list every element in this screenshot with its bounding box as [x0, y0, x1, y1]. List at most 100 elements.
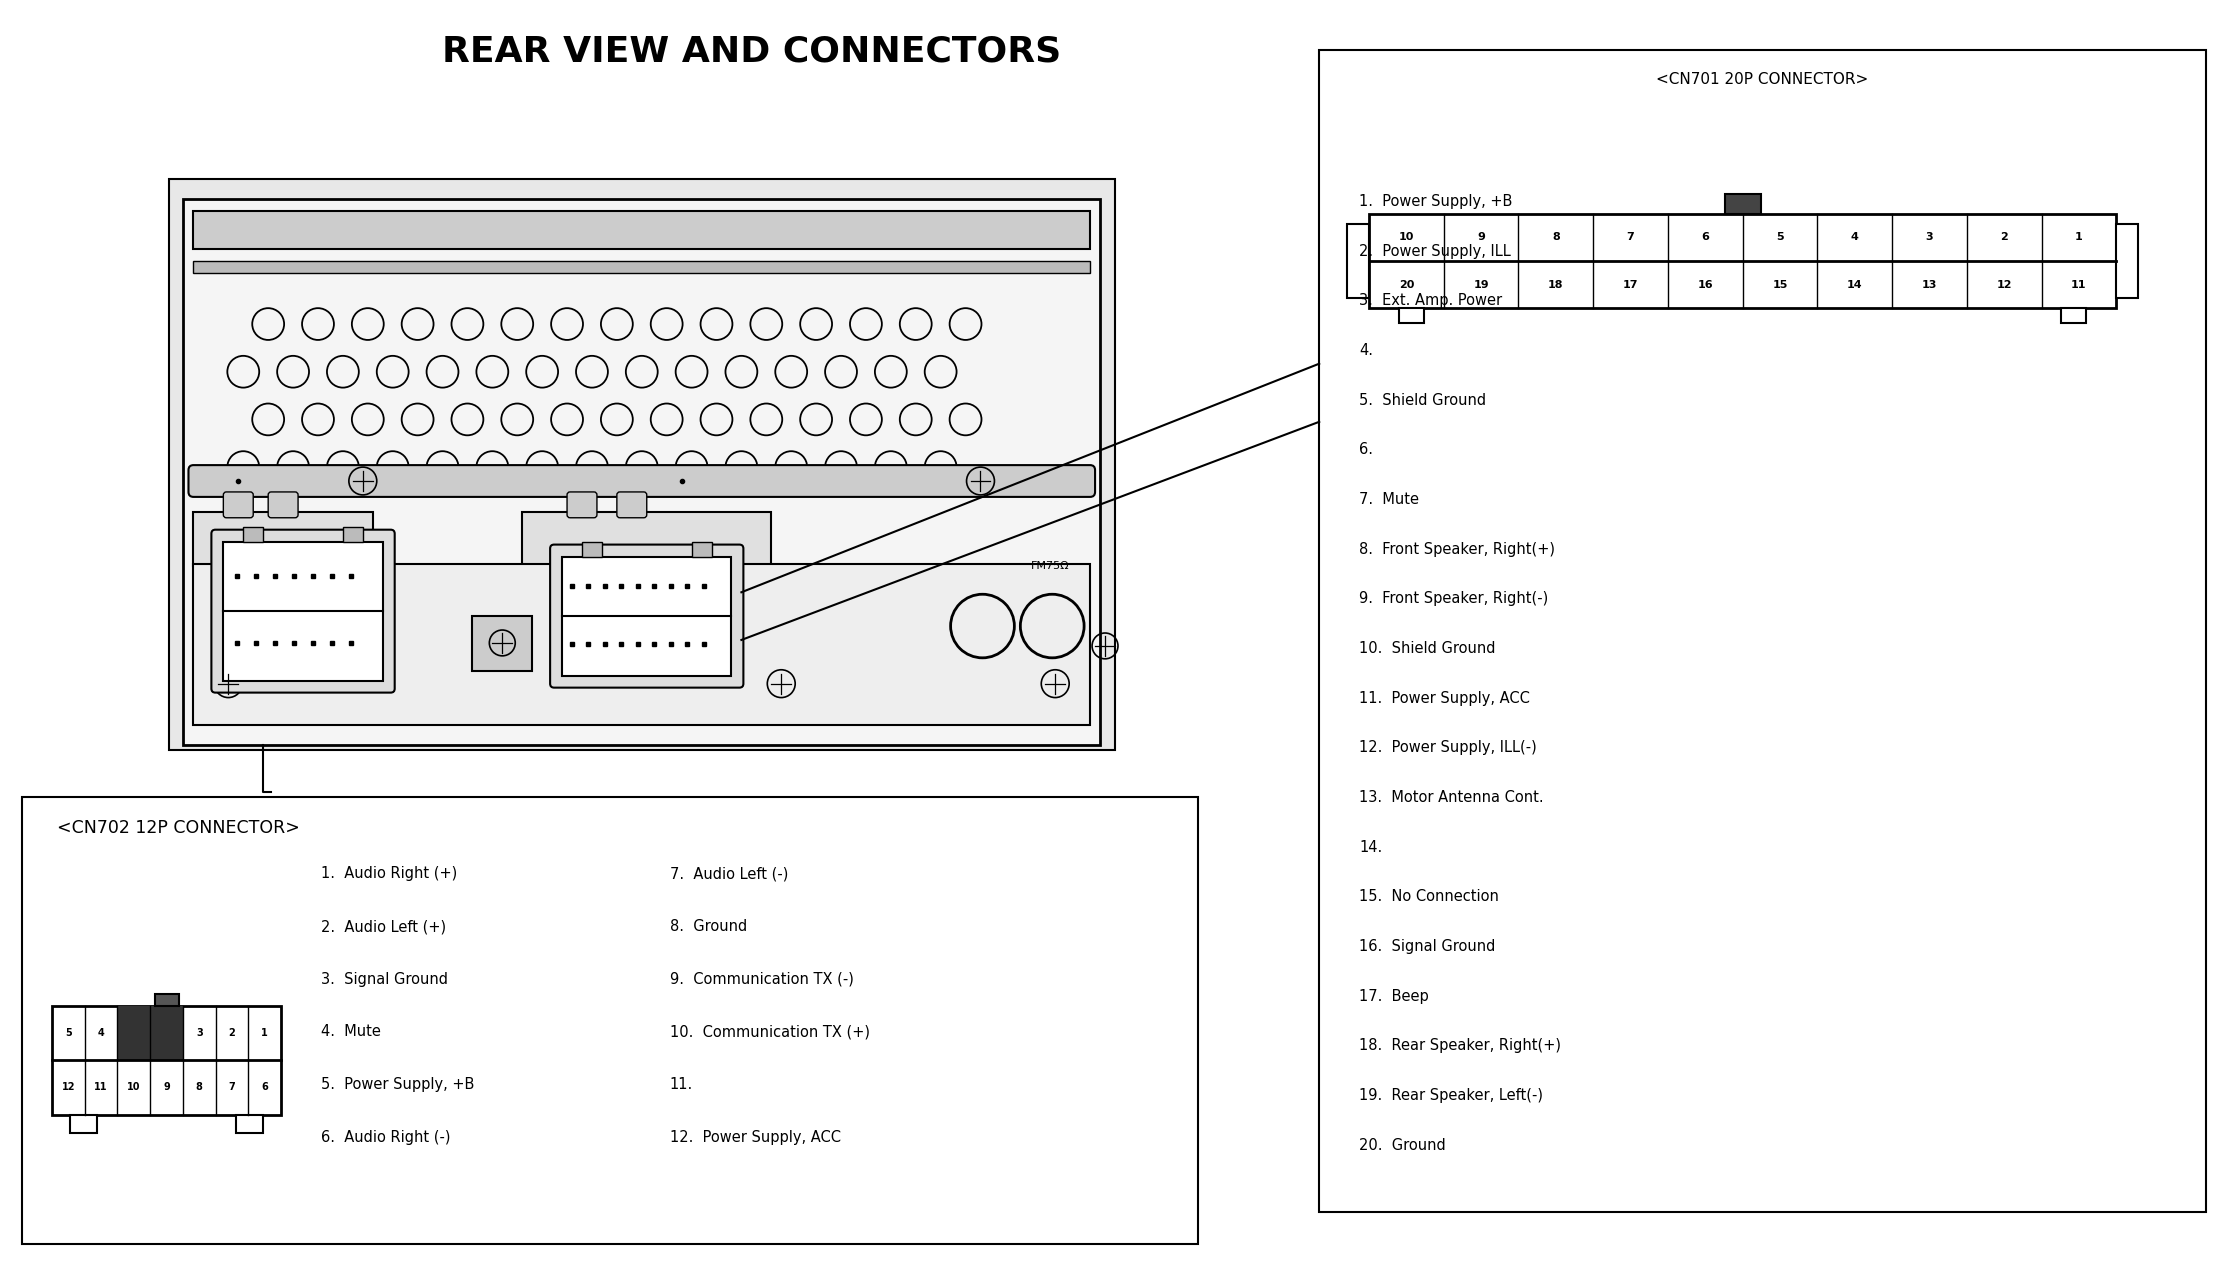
Text: 1: 1: [260, 1028, 267, 1038]
Bar: [51, 1005, 280, 1115]
Text: 1.  Audio Right (+): 1. Audio Right (+): [321, 866, 456, 881]
Text: 8: 8: [196, 1082, 203, 1093]
Text: 3.  Signal Ground: 3. Signal Ground: [321, 972, 447, 986]
Text: 6: 6: [1701, 233, 1710, 242]
Text: 9.  Front Speaker, Right(-): 9. Front Speaker, Right(-): [1360, 591, 1549, 606]
Text: 18.  Rear Speaker, Right(+): 18. Rear Speaker, Right(+): [1360, 1038, 1560, 1053]
Text: 7: 7: [1627, 233, 1634, 242]
Bar: [2061, 308, 2086, 323]
Text: 3: 3: [196, 1028, 203, 1038]
Text: 1.  Power Supply, +B: 1. Power Supply, +B: [1360, 194, 1511, 209]
Bar: [149, 1005, 183, 1060]
Text: 3.  Ext. Amp. Power: 3. Ext. Amp. Power: [1360, 294, 1503, 308]
Bar: [1398, 308, 1425, 323]
Text: 19.  Rear Speaker, Left(-): 19. Rear Speaker, Left(-): [1360, 1087, 1543, 1103]
Text: 14.: 14.: [1360, 839, 1382, 855]
Bar: [563, 557, 732, 676]
Text: 5.  Shield Ground: 5. Shield Ground: [1360, 392, 1487, 408]
FancyBboxPatch shape: [211, 529, 394, 693]
Text: 6.: 6.: [1360, 442, 1373, 457]
Text: 12: 12: [1997, 280, 2012, 290]
Text: 2.  Audio Left (+): 2. Audio Left (+): [321, 919, 445, 934]
Text: 9: 9: [1478, 233, 1485, 242]
Text: 4.: 4.: [1360, 343, 1373, 358]
Text: 4: 4: [1850, 233, 1859, 242]
FancyBboxPatch shape: [550, 544, 743, 687]
Text: 13.  Motor Antenna Cont.: 13. Motor Antenna Cont.: [1360, 790, 1543, 805]
Text: 8.  Front Speaker, Right(+): 8. Front Speaker, Right(+): [1360, 542, 1556, 557]
FancyBboxPatch shape: [617, 492, 648, 518]
Text: 15: 15: [1772, 280, 1787, 290]
Bar: [343, 527, 363, 542]
Text: 20.  Ground: 20. Ground: [1360, 1138, 1447, 1152]
Text: 4.  Mute: 4. Mute: [321, 1024, 381, 1039]
Bar: [194, 262, 1091, 273]
FancyBboxPatch shape: [189, 465, 1095, 496]
Text: 16.  Signal Ground: 16. Signal Ground: [1360, 939, 1496, 955]
Text: 10.  Shield Ground: 10. Shield Ground: [1360, 641, 1496, 656]
Bar: [472, 617, 532, 671]
Text: 12: 12: [62, 1082, 76, 1093]
FancyBboxPatch shape: [568, 492, 597, 518]
Text: 13: 13: [1921, 280, 1937, 290]
Text: 7: 7: [229, 1082, 236, 1093]
Bar: [183, 199, 1100, 746]
Text: 5.  Power Supply, +B: 5. Power Supply, +B: [321, 1077, 474, 1093]
Text: 10.  Communication TX (+): 10. Communication TX (+): [670, 1024, 870, 1039]
Text: 18: 18: [1547, 280, 1563, 290]
Bar: [581, 542, 601, 557]
Text: 17: 17: [1623, 280, 1638, 290]
Text: 11.  Power Supply, ACC: 11. Power Supply, ACC: [1360, 691, 1529, 705]
Bar: [223, 542, 383, 681]
Bar: [1725, 194, 1761, 214]
Text: 1: 1: [2075, 233, 2084, 242]
FancyBboxPatch shape: [223, 492, 254, 518]
Text: <CN701 20P CONNECTOR>: <CN701 20P CONNECTOR>: [1656, 72, 1868, 86]
Text: 5: 5: [65, 1028, 71, 1038]
Text: 7.  Mute: 7. Mute: [1360, 492, 1420, 506]
Bar: [1369, 214, 2117, 308]
Text: 2: 2: [229, 1028, 236, 1038]
Text: <CN702 12P CONNECTOR>: <CN702 12P CONNECTOR>: [58, 819, 301, 837]
Text: 15.  No Connection: 15. No Connection: [1360, 889, 1498, 904]
Text: 5: 5: [1776, 233, 1783, 242]
Bar: [22, 796, 1198, 1244]
FancyBboxPatch shape: [267, 492, 298, 518]
Text: REAR VIEW AND CONNECTORS: REAR VIEW AND CONNECTORS: [441, 35, 1062, 68]
Text: 20: 20: [1398, 280, 1414, 290]
Text: 8.  Ground: 8. Ground: [670, 919, 748, 934]
Bar: [69, 1115, 96, 1133]
Bar: [236, 1115, 263, 1133]
Bar: [118, 1005, 149, 1060]
Bar: [2117, 224, 2139, 299]
Bar: [194, 511, 372, 566]
Text: 7.  Audio Left (-): 7. Audio Left (-): [670, 866, 788, 881]
Text: 4: 4: [98, 1028, 105, 1038]
Text: 19: 19: [1474, 280, 1489, 290]
Text: 10: 10: [1398, 233, 1414, 242]
Bar: [243, 527, 263, 542]
Bar: [1320, 49, 2206, 1212]
Bar: [523, 511, 770, 566]
Bar: [154, 994, 178, 1005]
Text: 6.  Audio Right (-): 6. Audio Right (-): [321, 1129, 450, 1144]
Text: 12.  Power Supply, ACC: 12. Power Supply, ACC: [670, 1129, 841, 1144]
Bar: [1347, 224, 1369, 299]
Text: 6: 6: [260, 1082, 267, 1093]
Text: 11.: 11.: [670, 1077, 692, 1093]
Text: 10: 10: [127, 1082, 140, 1093]
Text: FM75Ω: FM75Ω: [1031, 561, 1068, 571]
Bar: [194, 211, 1091, 248]
Bar: [169, 179, 1115, 751]
Text: 11: 11: [2070, 280, 2086, 290]
Text: 14: 14: [1848, 280, 1863, 290]
Text: 9.  Communication TX (-): 9. Communication TX (-): [670, 972, 853, 986]
Bar: [194, 565, 1091, 725]
Text: 17.  Beep: 17. Beep: [1360, 989, 1429, 1004]
Text: 2: 2: [2001, 233, 2008, 242]
Text: 11: 11: [93, 1082, 107, 1093]
Text: 16: 16: [1698, 280, 1714, 290]
Bar: [692, 542, 712, 557]
Text: 3: 3: [1925, 233, 1932, 242]
Text: 9: 9: [162, 1082, 169, 1093]
